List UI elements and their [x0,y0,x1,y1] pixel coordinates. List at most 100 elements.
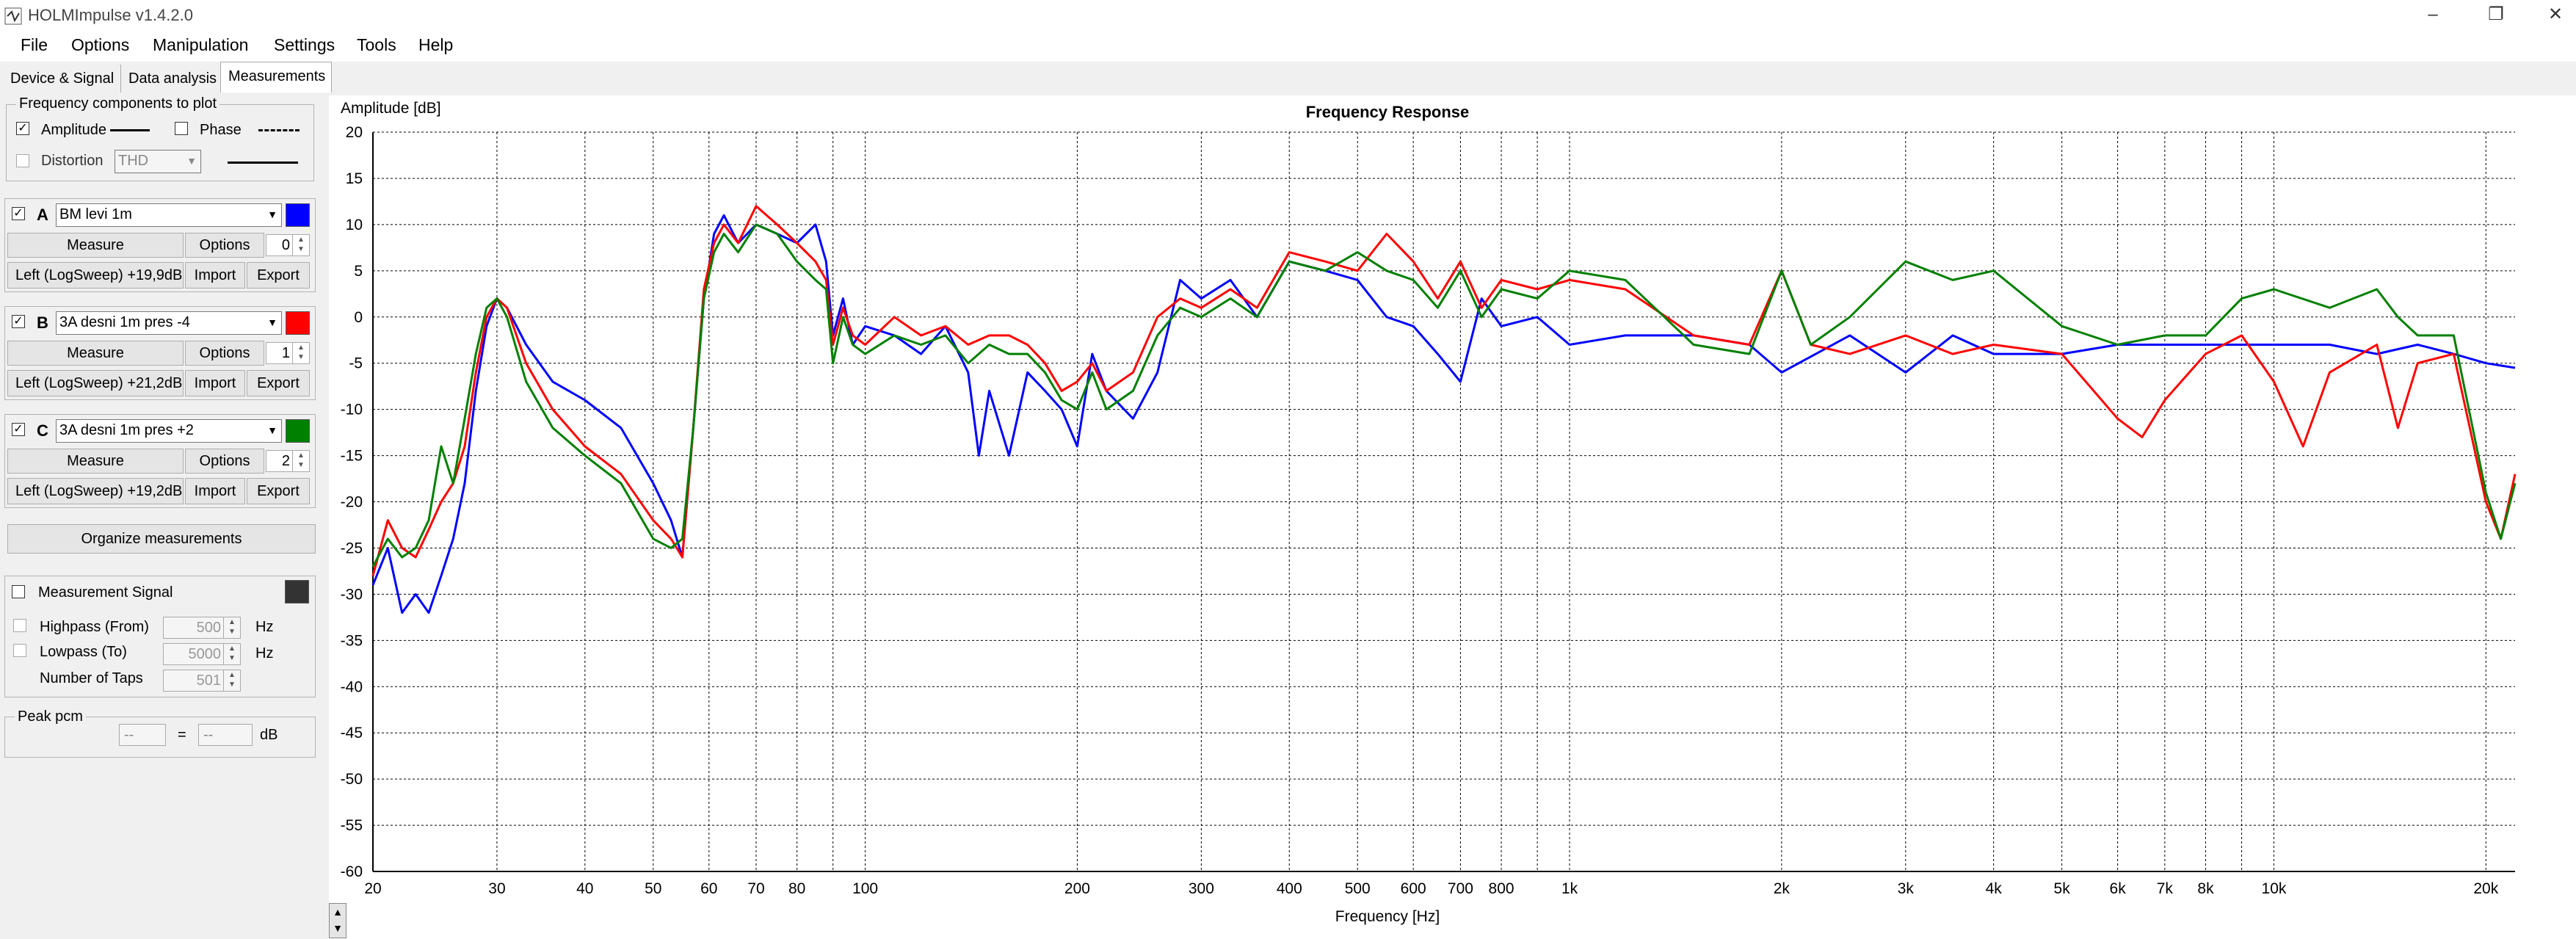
measurement-c-checkbox[interactable]: ✓ [12,423,25,436]
chevron-down-icon: ▼ [267,424,277,436]
distortion-select[interactable]: THD ▼ [115,150,201,173]
measurement-b-name: 3A desni 1m pres -4 [59,314,190,330]
y-tick-label: -40 [341,678,363,695]
tab-data-analysis[interactable]: Data analysis [120,65,224,93]
x-tick-label: 800 [1489,880,1514,897]
measurement-a-import-button[interactable]: Import [185,262,245,289]
y-tick-label: -45 [341,725,363,742]
measurement-a-measure-button[interactable]: Measure [7,233,184,258]
distortion-label: Distortion [41,153,104,169]
x-tick-label: 600 [1401,880,1426,897]
measurement-a-color-swatch[interactable] [286,203,310,227]
menu-options[interactable]: Options [71,35,130,54]
measurement-c-measure-button[interactable]: Measure [7,449,184,474]
menu-file[interactable]: File [21,35,48,54]
y-tick-label: 10 [346,217,363,233]
chart-title: Frequency Response [1306,103,1470,121]
x-tick-label: 40 [576,880,593,897]
measurement-c-color-swatch[interactable] [286,419,310,443]
chart-axes: 20151050-5-10-15-20-25-30-35-40-45-50-55… [341,124,2515,897]
measurement-a-export-button[interactable]: Export [247,262,310,289]
y-tick-label: -15 [341,448,363,465]
tab-measurements[interactable]: Measurements [220,62,332,93]
measurement-b-export-button[interactable]: Export [247,370,310,396]
highpass-value: 500 [196,620,221,636]
up-down-icon[interactable]: ▲ ▼ [292,451,309,471]
measurement-b-options-button[interactable]: Options [185,341,264,366]
distortion-line-style [228,162,298,164]
measurement-b-select[interactable]: 3A desni 1m pres -4 ▼ [56,311,282,335]
up-down-icon[interactable]: ▲ ▼ [292,235,309,255]
taps-stepper[interactable]: 501 ▲ ▼ [163,670,241,692]
menu-tools[interactable]: Tools [357,35,396,54]
tab-device-signal[interactable]: Device & Signal [10,70,115,87]
up-down-icon[interactable]: ▲ ▼ [292,343,309,363]
x-tick-label: 20 [364,880,381,897]
measurement-c-offset-value: 2 [281,453,290,469]
x-tick-label: 1k [1561,880,1578,897]
up-down-icon[interactable]: ▲ ▼ [223,670,240,691]
distortion-checkbox[interactable] [16,154,29,167]
measurement-signal-color-swatch[interactable] [285,580,309,603]
measurement-b-import-button[interactable]: Import [185,370,245,396]
distortion-select-value: THD [118,153,149,169]
title-bar: HOLMImpulse v1.4.2.0 – ❐ ✕ [0,0,2576,31]
app-icon [4,7,22,25]
measurement-b-checkbox[interactable]: ✓ [12,315,25,328]
peak-pcm-group [4,717,316,758]
measurement-signal-checkbox[interactable] [12,585,25,598]
measurement-b-color-swatch[interactable] [286,311,310,335]
peak-pcm-value-field: -- [119,724,166,746]
measurement-c-import-button[interactable]: Import [185,478,245,504]
measurement-a-offset-stepper[interactable]: 0 ▲ ▼ [266,234,310,256]
measurement-a-options-button[interactable]: Options [185,233,264,258]
scroll-stepper[interactable]: ▲ ▼ [329,903,347,938]
lowpass-stepper[interactable]: 5000 ▲ ▼ [163,643,241,665]
x-tick-label: 60 [700,880,717,897]
series-line-2 [371,223,2517,568]
measurement-b-offset-value: 1 [281,345,290,361]
up-down-icon[interactable]: ▲ ▼ [223,617,240,638]
highpass-label: Highpass (From) [40,619,149,635]
y-tick-label: -5 [349,355,363,372]
lowpass-checkbox[interactable] [13,644,26,657]
measurement-b-info: Left (LogSweep) +21,2dB [7,370,184,396]
highpass-stepper[interactable]: 500 ▲ ▼ [163,617,241,639]
chevron-down-icon: ▼ [186,155,197,167]
peak-db-value-field: -- [198,724,253,746]
organize-measurements-button[interactable]: Organize measurements [7,524,316,554]
x-tick-label: 20k [2473,880,2498,897]
y-tick-label: 5 [354,263,363,280]
measurement-c-offset-stepper[interactable]: 2 ▲ ▼ [266,450,310,472]
highpass-checkbox[interactable] [13,619,26,632]
x-tick-label: 8k [2197,880,2214,897]
frequency-response-chart[interactable]: 20 15 10 5 0 -5 -10 -15 -20 -25 -30 -35 -40 -45 -50 -55… [329,95,2576,939]
menu-settings[interactable]: Settings [274,35,335,54]
amplitude-checkbox[interactable]: ✓ [16,122,29,135]
x-tick-label: 5k [2054,880,2071,897]
y-tick-label: -30 [341,586,363,603]
measurement-b-offset-stepper[interactable]: 1 ▲ ▼ [266,342,310,364]
up-down-icon[interactable]: ▲ ▼ [223,644,240,664]
minimize-button[interactable]: – [2428,4,2438,24]
x-tick-label: 400 [1277,880,1302,897]
measurement-c-select[interactable]: 3A desni 1m pres +2 ▼ [56,419,282,443]
measurement-a-select[interactable]: BM levi 1m ▼ [56,203,282,227]
menu-help[interactable]: Help [418,35,454,54]
measurement-c-export-button[interactable]: Export [247,478,310,504]
measurement-c-options-button[interactable]: Options [185,449,264,474]
series-line-0 [371,214,2516,614]
y-tick-label: -60 [341,863,363,880]
x-tick-label: 300 [1189,880,1214,897]
x-tick-label: 7k [2157,880,2174,897]
phase-checkbox[interactable] [175,122,188,135]
measurement-a-checkbox[interactable]: ✓ [12,207,25,220]
y-tick-label: 15 [346,170,363,187]
chart-y-axis-label: Amplitude [dB] [341,100,441,117]
x-tick-label: 6k [2110,880,2127,897]
restore-button[interactable]: ❐ [2488,4,2504,24]
close-button[interactable]: ✕ [2547,4,2564,24]
menu-manipulation[interactable]: Manipulation [153,35,249,54]
measurement-b-measure-button[interactable]: Measure [7,341,184,366]
peak-db-unit: dB [260,727,278,743]
